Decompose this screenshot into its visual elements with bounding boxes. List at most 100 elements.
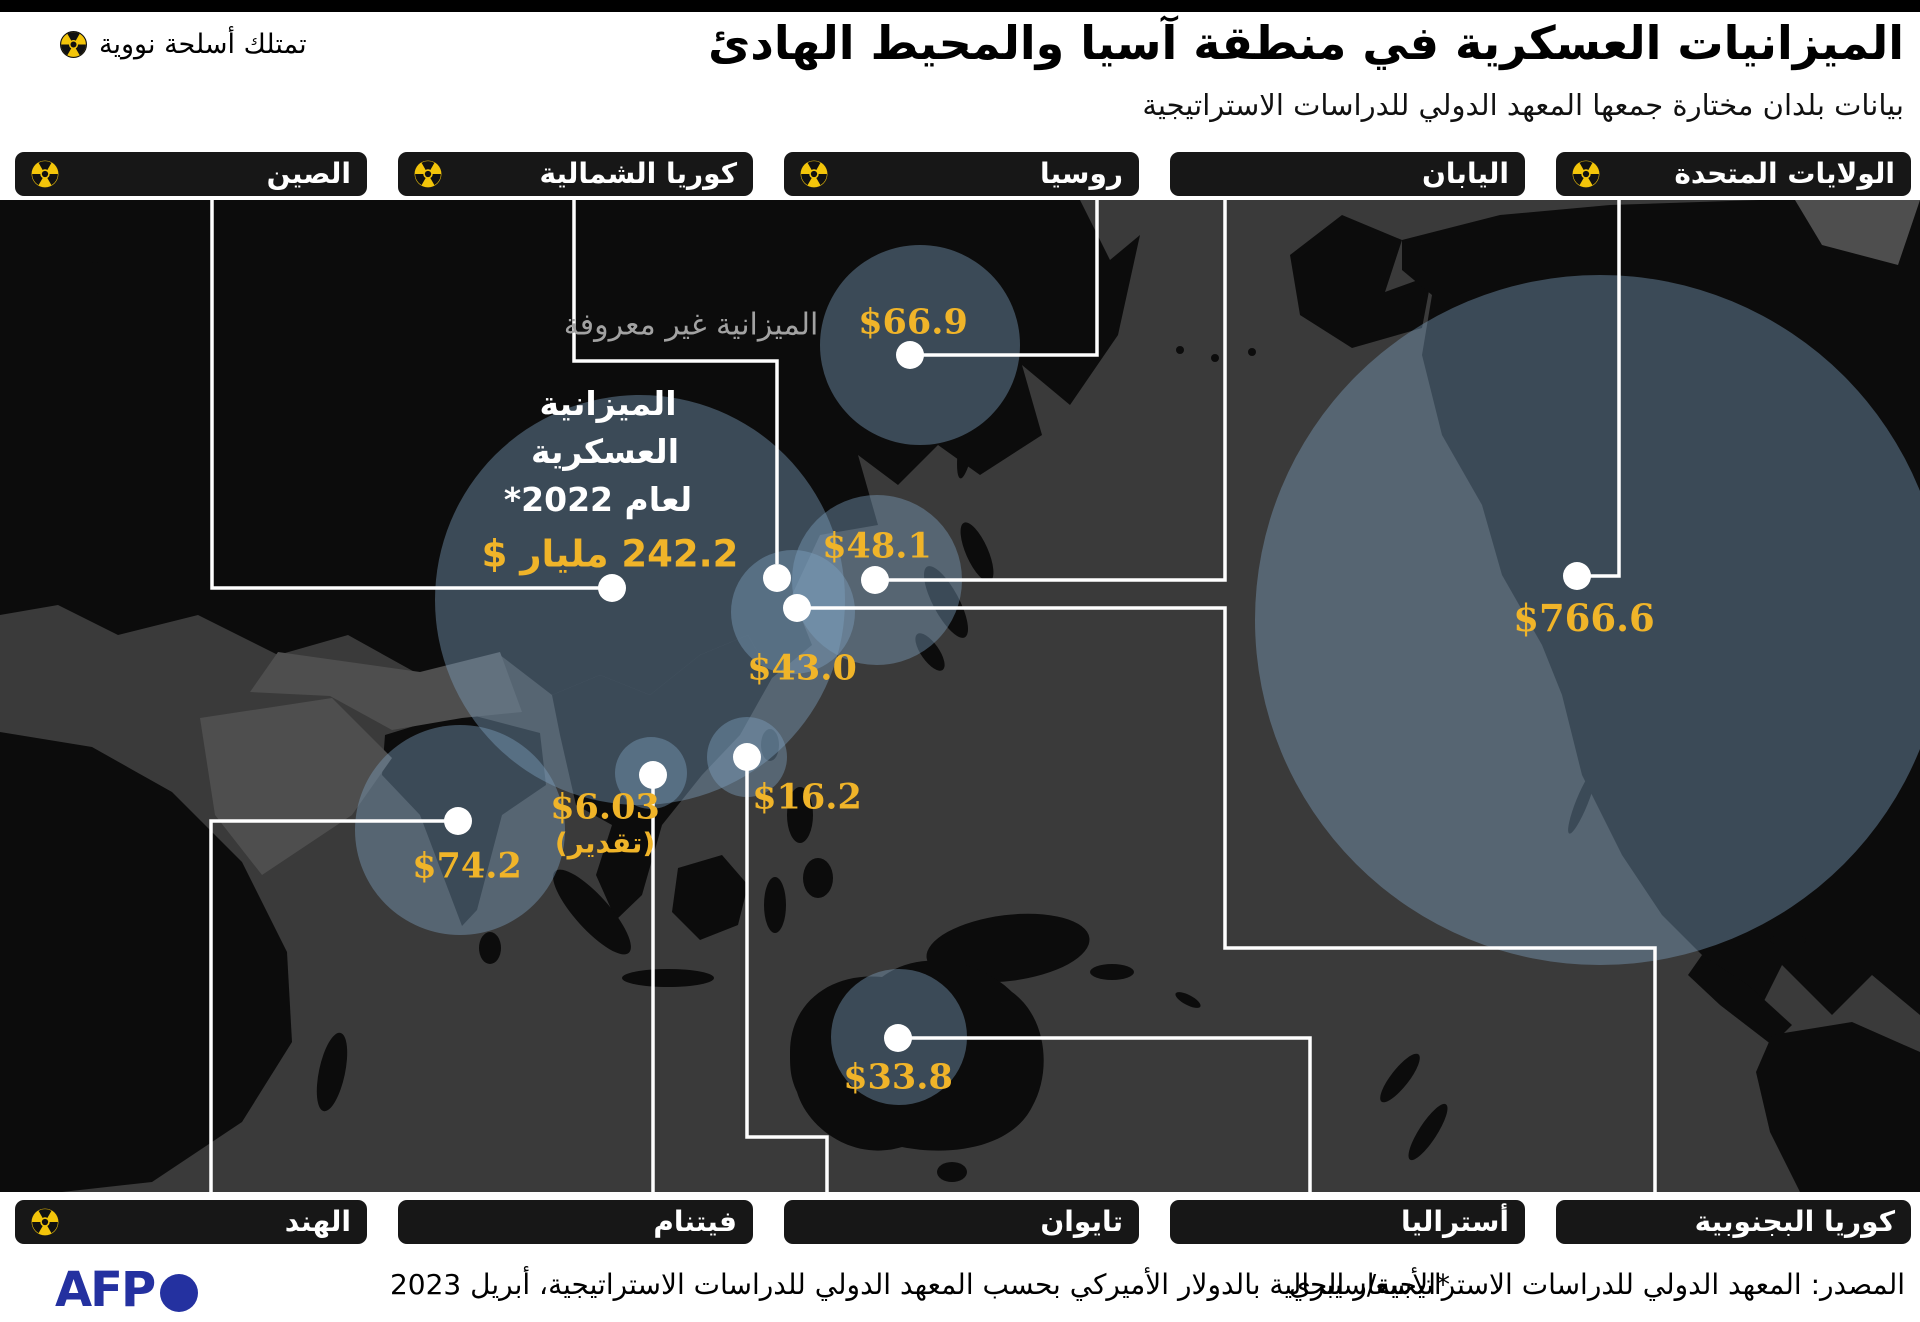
- bubble-usa: [1255, 275, 1920, 965]
- bubble-china: [435, 395, 845, 805]
- land-aleutian-1: [1176, 346, 1184, 354]
- radiation-icon: [60, 30, 87, 58]
- value-china: 242.2 مليار $: [481, 532, 739, 576]
- land-southamerica: [1756, 1022, 1920, 1192]
- land-luzon: [787, 787, 813, 843]
- land-aleutian-3: [1248, 348, 1256, 356]
- value-japan: $48.1: [822, 525, 932, 567]
- anchor-dots: [444, 341, 1591, 1052]
- leader-china: [210, 200, 600, 590]
- leader-usa: [1589, 200, 1621, 578]
- afp-logo-dot: [160, 1274, 199, 1312]
- pill-north-korea: كوريا الشمالية: [398, 152, 753, 196]
- leader-india: [209, 819, 446, 1192]
- landmasses: [0, 200, 1920, 1192]
- radiation-icon: [800, 160, 828, 188]
- top-black-bar: [0, 0, 1920, 12]
- pill-japan: اليابان: [1170, 152, 1525, 196]
- leader-japan: [888, 200, 1227, 582]
- dot-india: [444, 807, 472, 835]
- land-japan-kyushu: [915, 633, 945, 671]
- footer-footnote: *الأسعار الحالية بالدولار الأميركي بحسب …: [389, 1268, 1450, 1301]
- leader-south-korea: [810, 606, 1657, 1192]
- land-madagascar: [316, 1032, 348, 1112]
- land-baja: [1568, 770, 1596, 834]
- value-taiwan: $16.2: [752, 776, 862, 818]
- caption-2022-line3: لعام 2022*: [503, 480, 693, 519]
- land-nz-south: [1408, 1103, 1448, 1161]
- pill-label: الهند: [284, 1205, 351, 1238]
- leader-lines: [209, 200, 1657, 1192]
- land-japan-hokkaido: [960, 522, 994, 582]
- land-africa: [0, 732, 292, 1192]
- pill-label: اليابان: [1422, 157, 1509, 190]
- pill-label: الولايات المتحدة: [1674, 157, 1895, 190]
- dot-usa: [1563, 562, 1591, 590]
- land-solomons: [1175, 992, 1201, 1008]
- value-vietnam-note: (تقدير): [554, 826, 656, 860]
- land-eurasia: [0, 200, 1140, 695]
- land-greenland: [1795, 200, 1920, 265]
- land-taiwan: [761, 729, 779, 761]
- value-india: $74.2: [412, 845, 522, 887]
- pill-india: الهند: [15, 1200, 367, 1244]
- value-vietnam: $6.03: [550, 786, 660, 828]
- pill-label: فيتنام: [653, 1205, 737, 1238]
- pill-australia: أستراليا: [1170, 1200, 1525, 1244]
- value-australia: $33.8: [843, 1056, 953, 1098]
- label-unknown-budget: الميزانية غير معروفة: [563, 307, 819, 343]
- land-java: [622, 969, 714, 987]
- land-cuba: [1770, 934, 1806, 946]
- caption-2022-line2: العسكرية: [530, 432, 680, 471]
- dot-japan: [861, 566, 889, 594]
- land-northamerica: [1402, 200, 1920, 1015]
- afp-logo-text: AFP: [55, 1262, 156, 1318]
- dot-north-korea: [763, 564, 791, 592]
- caption-2022-line1: الميزانية: [539, 384, 677, 423]
- dot-south-korea: [783, 594, 811, 622]
- land-aleutian-2: [1211, 354, 1219, 362]
- radiation-icon: [414, 160, 442, 188]
- leader-north-korea: [572, 200, 779, 564]
- land-alaska: [1290, 215, 1432, 348]
- land-japan-honshu: [923, 566, 969, 638]
- pill-label: روسيا: [1039, 157, 1123, 190]
- bubble-russia: [820, 245, 1020, 445]
- map-area: [0, 200, 1920, 1192]
- land-australia: [790, 960, 1044, 1151]
- afp-logo: AFP: [55, 1262, 199, 1318]
- pill-label: تايوان: [1040, 1205, 1123, 1238]
- land-sakhalin: [957, 391, 979, 479]
- value-south-korea: $43.0: [747, 647, 857, 689]
- page-title: الميزانيات العسكرية في منطقة آسيا والمحي…: [708, 16, 1904, 70]
- dot-taiwan: [733, 743, 761, 771]
- pill-russia: روسيا: [784, 152, 1139, 196]
- budget-bubbles: [355, 245, 1920, 1105]
- radiation-icon: [31, 1208, 59, 1236]
- footer-source: المصدر: المعهد الدولي للدراسات الاستراتي…: [1288, 1268, 1905, 1301]
- radiation-icon: [1572, 160, 1600, 188]
- dot-china: [598, 574, 626, 602]
- leader-taiwan: [745, 770, 829, 1192]
- gray-landmasses: [200, 200, 1920, 875]
- land-centralamerica: [1688, 955, 1792, 1045]
- page-subtitle: بيانات بلدان مختارة جمعها المعهد الدولي …: [1142, 88, 1904, 122]
- pill-south-korea: كوريا البجنوبية: [1556, 1200, 1911, 1244]
- land-sulawesi: [764, 877, 786, 933]
- land-tasmania: [937, 1162, 967, 1182]
- dot-vietnam: [639, 761, 667, 789]
- pill-vietnam: فيتنام: [398, 1200, 753, 1244]
- land-newguinea: [926, 913, 1090, 983]
- land-png-islands: [1090, 964, 1134, 980]
- pill-label: الصين: [266, 157, 351, 190]
- land-arabia: [200, 698, 392, 875]
- leader-russia: [922, 200, 1099, 357]
- land-britain: [85, 262, 105, 294]
- dot-australia: [884, 1024, 912, 1052]
- land-iran-centralasia: [250, 652, 522, 730]
- value-russia: $66.9: [858, 301, 968, 343]
- land-srilanka: [479, 932, 501, 964]
- land-sumatra: [553, 869, 631, 955]
- land-nz-north: [1380, 1053, 1420, 1103]
